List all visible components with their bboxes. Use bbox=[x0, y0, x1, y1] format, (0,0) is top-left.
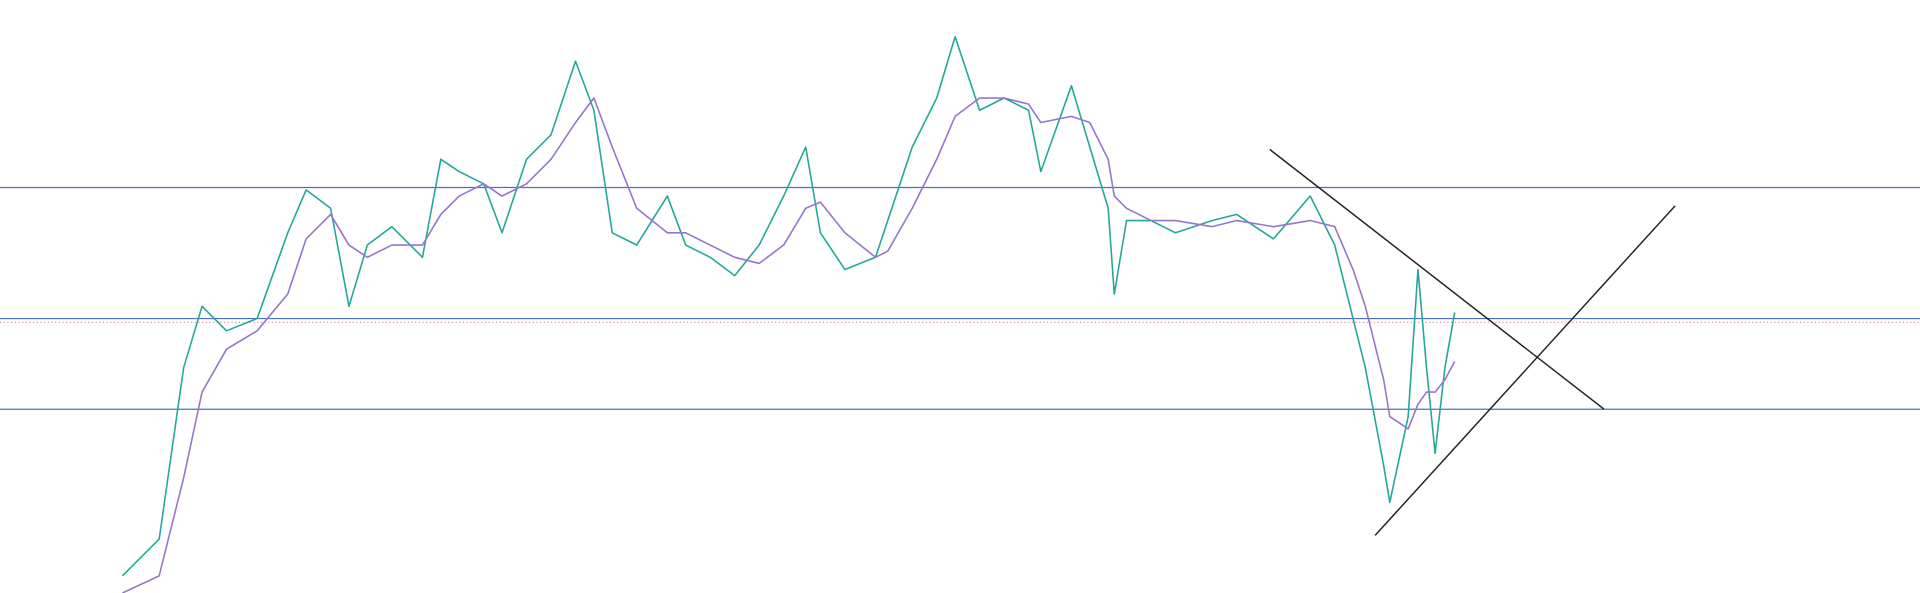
price-line bbox=[122, 97, 1456, 593]
trend-line bbox=[1269, 148, 1605, 410]
price-line bbox=[121, 35, 1456, 577]
trend-line bbox=[1374, 205, 1676, 536]
